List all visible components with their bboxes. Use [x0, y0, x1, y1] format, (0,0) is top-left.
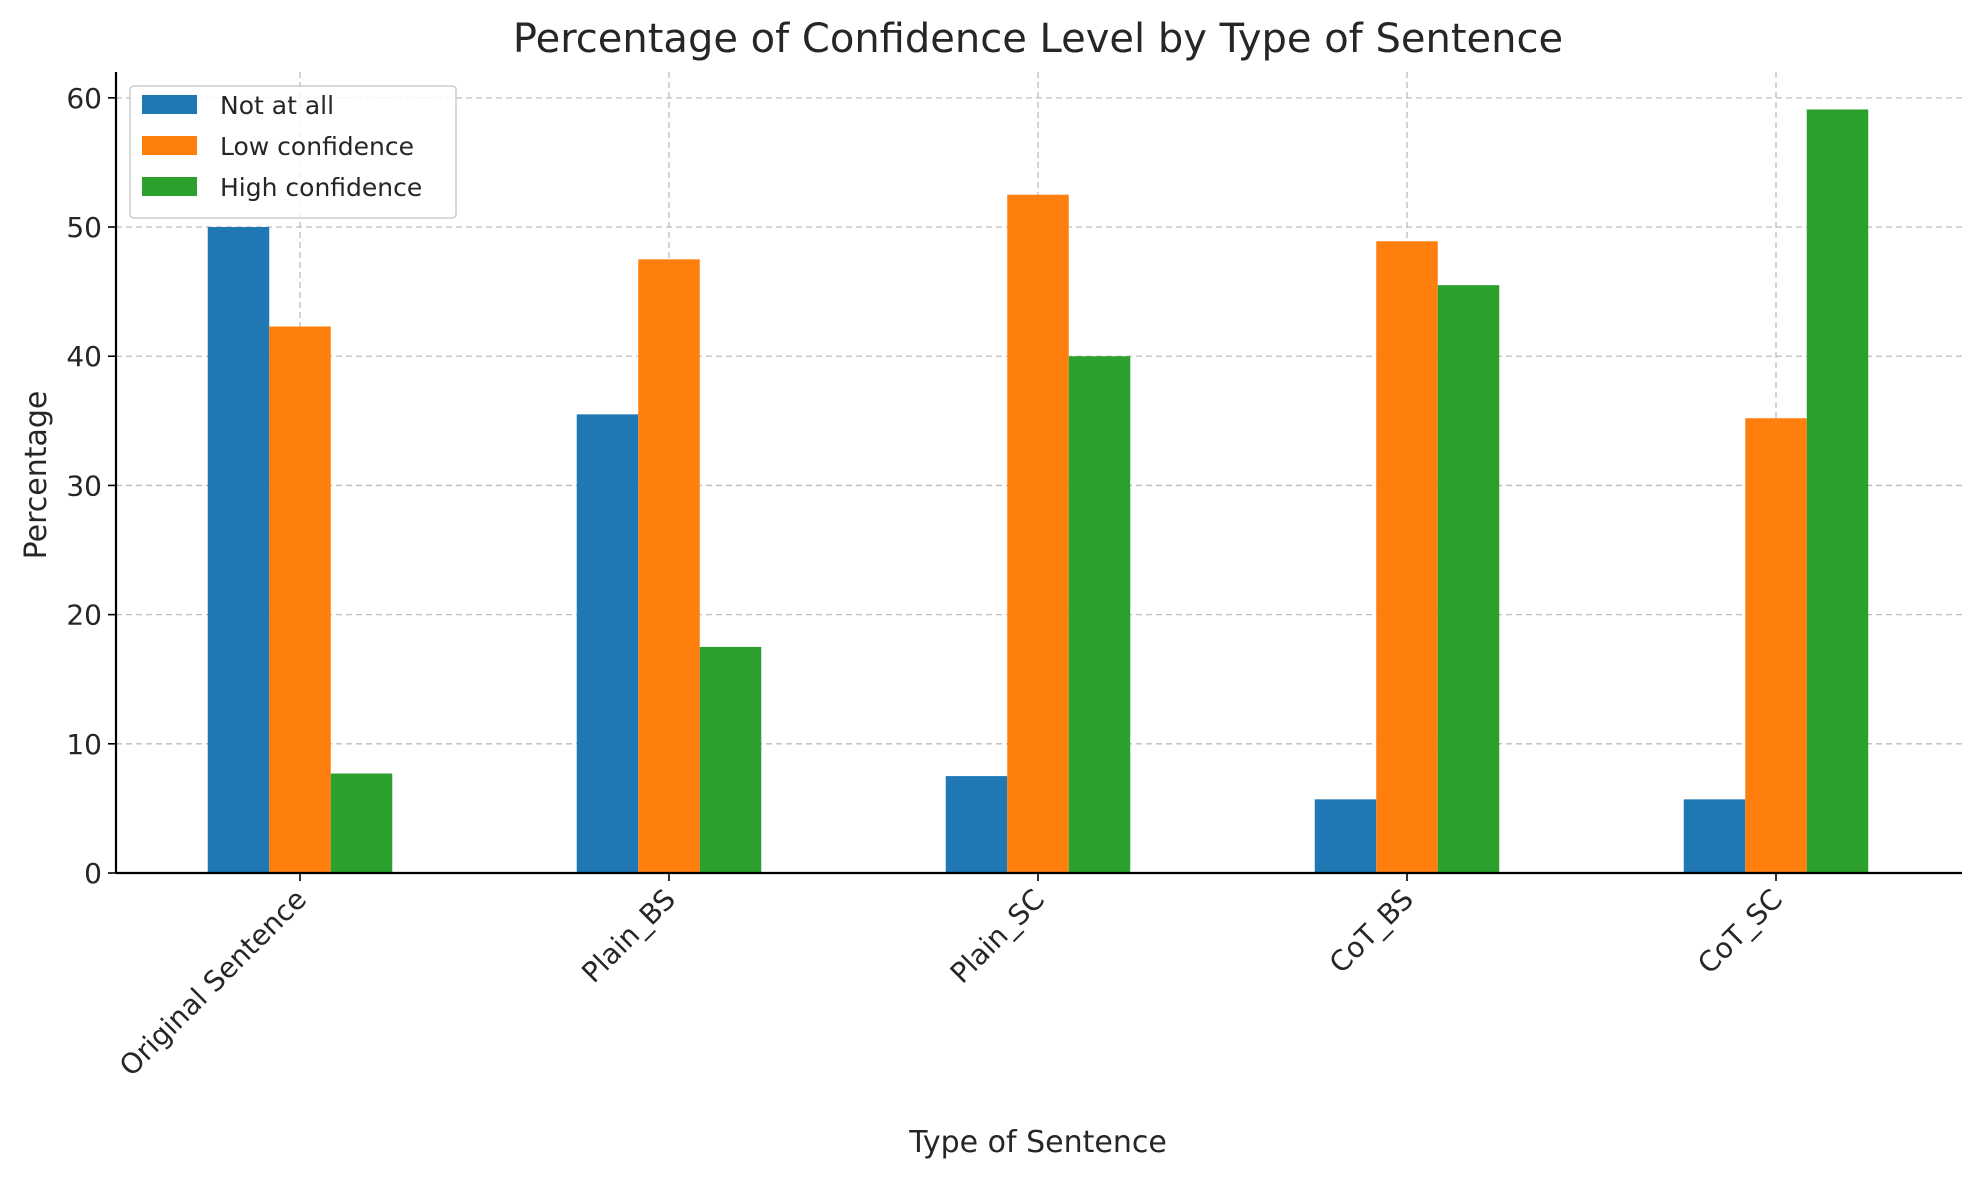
x-axis-ticks: Original Sentence Plain_BS Plain_SC CoT_BS C…	[113, 873, 1789, 1083]
y-tick-label: 10	[66, 728, 102, 761]
bars	[207, 109, 1869, 874]
bar	[207, 227, 270, 874]
x-tick-label: Original Sentence	[113, 883, 313, 1083]
bar	[1376, 241, 1438, 874]
legend-swatch	[142, 95, 197, 114]
legend-swatch	[142, 136, 197, 155]
bar	[269, 326, 331, 873]
bar	[1314, 799, 1377, 873]
bar	[1007, 194, 1069, 873]
legend-entry: Not at all	[220, 91, 334, 120]
axes	[114, 72, 1962, 875]
y-tick-label: 40	[66, 340, 102, 373]
bar	[699, 646, 762, 873]
y-axis-label: Percentage	[19, 391, 54, 560]
y-tick-label: 20	[66, 599, 102, 632]
legend-entry: High confidence	[220, 173, 422, 202]
bar	[1068, 356, 1131, 873]
x-tick-label: CoT_SC	[1691, 883, 1789, 981]
y-tick-label: 0	[84, 857, 102, 890]
y-tick-label: 50	[66, 211, 102, 244]
bar	[1683, 799, 1746, 873]
bar	[1745, 418, 1807, 873]
bar	[1437, 285, 1500, 874]
bar	[576, 414, 639, 873]
x-axis-label: Type of Sentence	[908, 1125, 1167, 1160]
y-tick-label: 60	[66, 82, 102, 115]
y-tick-label: 30	[66, 469, 102, 502]
bar	[945, 776, 1008, 873]
legend-frame	[129, 85, 457, 219]
legend: Not at all Low confidence High confidence	[129, 85, 457, 219]
chart-title: Percentage of Confidence Level by Type o…	[513, 16, 1563, 62]
y-axis-ticks: 0 10 20 30 40 50 60	[66, 82, 116, 890]
x-tick-label: CoT_BS	[1323, 883, 1420, 980]
bar	[1806, 109, 1869, 873]
x-tick-label: Plain_BS	[575, 883, 682, 990]
x-tick-label: Plain_SC	[944, 883, 1051, 990]
bar	[638, 259, 700, 873]
legend-swatch	[142, 177, 197, 196]
bar	[330, 773, 393, 873]
legend-entry: Low confidence	[220, 132, 414, 161]
